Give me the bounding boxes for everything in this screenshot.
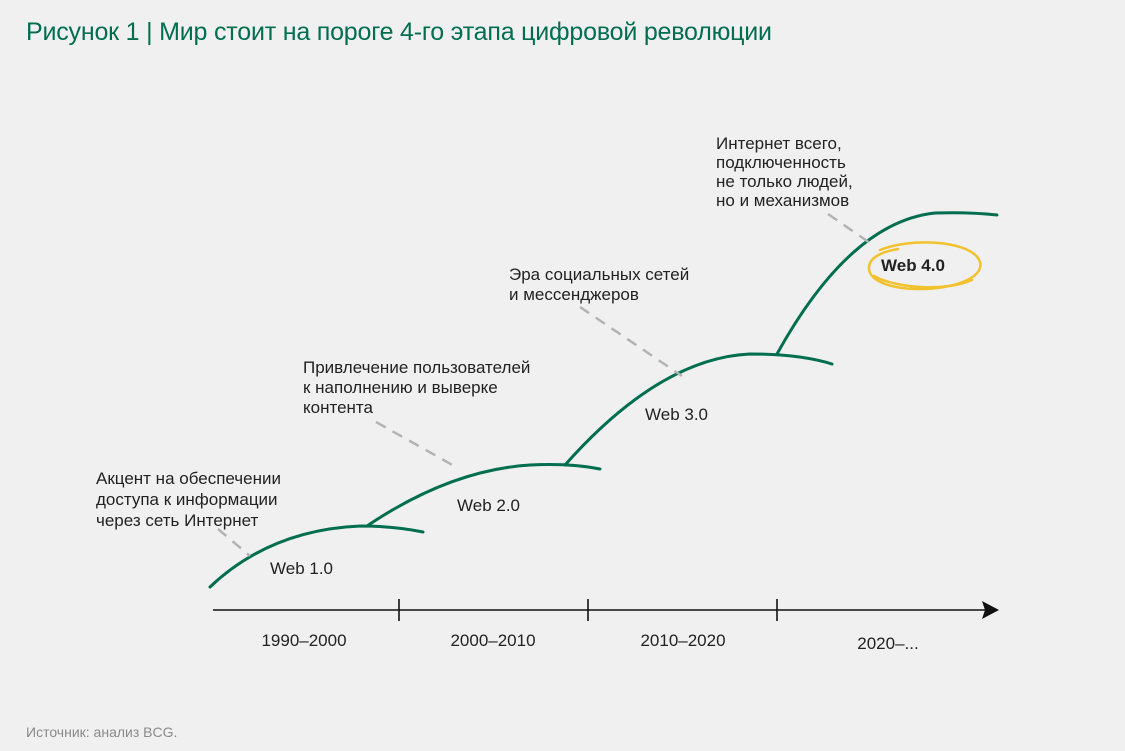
web-4-highlight — [867, 241, 982, 291]
curve-web-1 — [208, 524, 425, 589]
highlight-ring-tail — [872, 274, 974, 289]
axis-arrowhead — [982, 601, 999, 619]
note-web-1-line-1: Акцент на обеспечении — [96, 469, 281, 488]
note-web-4: Интернет всего, подключенность не только… — [716, 134, 857, 210]
highlight-ring — [867, 241, 982, 291]
stage-label-web-3: Web 3.0 — [645, 405, 708, 424]
note-web-4-line-3: не только людей, — [716, 172, 853, 191]
stage-label-web-4: Web 4.0 — [881, 256, 945, 275]
curve-web-4 — [775, 211, 999, 356]
period-label-3: 2010–2020 — [640, 631, 725, 650]
note-web-2-line-1: Привлечение пользователей — [303, 358, 530, 377]
note-web-3: Эра социальных сетей и мессенджеров — [509, 265, 694, 304]
note-web-1-line-2: доступа к информации — [96, 490, 278, 509]
note-web-1-line-3: через сеть Интернет — [96, 511, 259, 530]
leader-web-1 — [217, 528, 251, 557]
note-web-4-line-2: подключенность — [716, 153, 846, 172]
curve-web-2 — [365, 463, 602, 528]
note-web-3-line-2: и мессенджеров — [509, 285, 639, 304]
figure-title-text: Мир стоит на пороге 4-го этапа цифровой … — [159, 18, 772, 46]
note-web-1: Акцент на обеспечении доступа к информац… — [96, 469, 286, 530]
figure-title-separator: | — [146, 18, 153, 46]
stage-label-web-1: Web 1.0 — [270, 559, 333, 578]
period-labels: 1990–2000 2000–2010 2010–2020 2020–... — [261, 631, 918, 653]
growth-curves — [208, 211, 999, 589]
period-label-1: 1990–2000 — [261, 631, 346, 650]
note-web-4-line-1: Интернет всего, — [716, 134, 842, 153]
period-label-4: 2020–... — [857, 634, 918, 653]
leader-web-4 — [827, 212, 871, 245]
note-web-4-line-4: но и механизмов — [716, 191, 849, 210]
leader-lines — [217, 212, 871, 557]
note-web-2-line-2: к наполнению и выверке — [303, 378, 498, 397]
figure-title-prefix: Рисунок 1 — [26, 18, 140, 46]
leader-web-2 — [375, 420, 457, 469]
stage-label-web-2: Web 2.0 — [457, 496, 520, 515]
note-web-3-line-1: Эра социальных сетей — [509, 265, 689, 284]
stage-notes: Акцент на обеспечении доступа к информац… — [96, 134, 857, 530]
note-web-2: Привлечение пользователей к наполнению и… — [303, 358, 535, 417]
stage-labels: Web 1.0 Web 2.0 Web 3.0 Web 4.0 — [270, 256, 945, 578]
leader-web-3 — [579, 305, 683, 378]
source-note: Источник: анализ BCG. — [26, 724, 178, 740]
figure-title: Рисунок 1 | Мир стоит на пороге 4-го эта… — [26, 18, 772, 47]
note-web-2-line-3: контента — [303, 398, 374, 417]
timeline-axis — [213, 599, 999, 621]
curve-web-3 — [563, 352, 834, 467]
period-label-2: 2000–2010 — [450, 631, 535, 650]
